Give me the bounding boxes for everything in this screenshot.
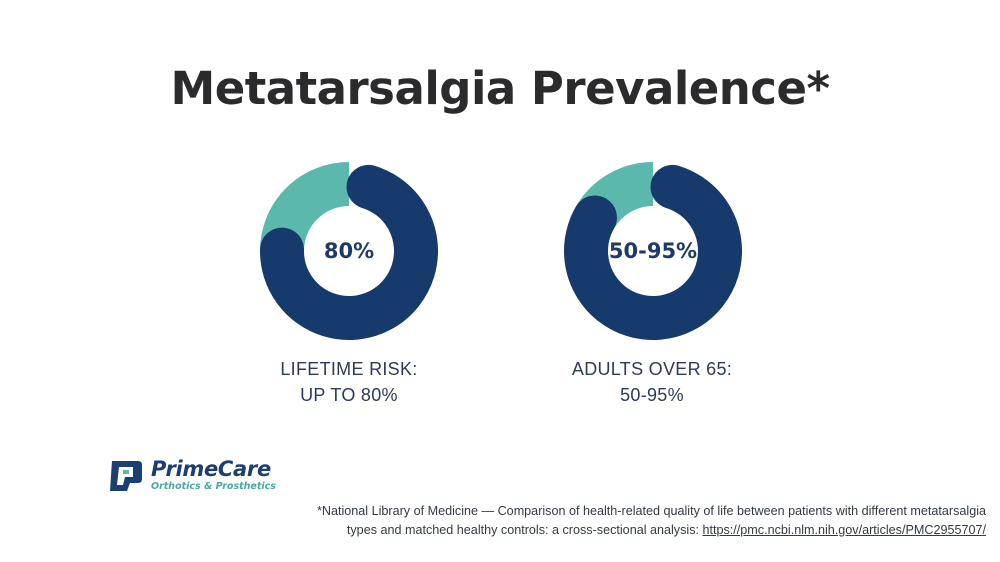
donut-center-label: 50-95% <box>608 239 698 263</box>
logo-tagline: Orthotics & Prosthetics <box>151 481 276 492</box>
caption-line: UP TO 80% <box>300 385 398 405</box>
donut-center-label: 80% <box>323 239 375 263</box>
donut-chart-svg <box>260 162 438 340</box>
donut-chart-svg <box>564 162 742 340</box>
footnote-line: types and matched healthy controls: a cr… <box>226 521 986 540</box>
logo-name: PrimeCare <box>151 457 271 481</box>
donut-slice-main <box>260 162 438 340</box>
caption-line: ADULTS OVER 65: <box>571 359 733 379</box>
donut-caption-adults-over-65: ADULTS OVER 65: 50-95% <box>522 356 782 408</box>
primecare-logo[interactable]: PrimeCare Orthotics & Prosthetics <box>108 457 298 497</box>
donut-slice-main <box>564 162 742 340</box>
source-link[interactable]: https://pmc.ncbi.nlm.nih.gov/articles/PM… <box>702 523 987 537</box>
page-title: Metatarsalgia Prevalence* <box>170 62 830 115</box>
footnote-line: *National Library of Medicine — Comparis… <box>317 504 986 518</box>
caption-line: LIFETIME RISK: <box>280 359 418 379</box>
caption-line: 50-95% <box>620 385 684 405</box>
donut-caption-lifetime-risk: LIFETIME RISK: UP TO 80% <box>219 356 479 408</box>
source-footnote: *National Library of Medicine — Comparis… <box>226 502 986 540</box>
footnote-text: types and matched healthy controls: a cr… <box>346 523 703 537</box>
primecare-logo-icon <box>110 461 142 491</box>
donut-chart-adults-over-65: 50-95% <box>563 161 743 341</box>
donut-chart-lifetime-risk: 80% <box>259 161 439 341</box>
